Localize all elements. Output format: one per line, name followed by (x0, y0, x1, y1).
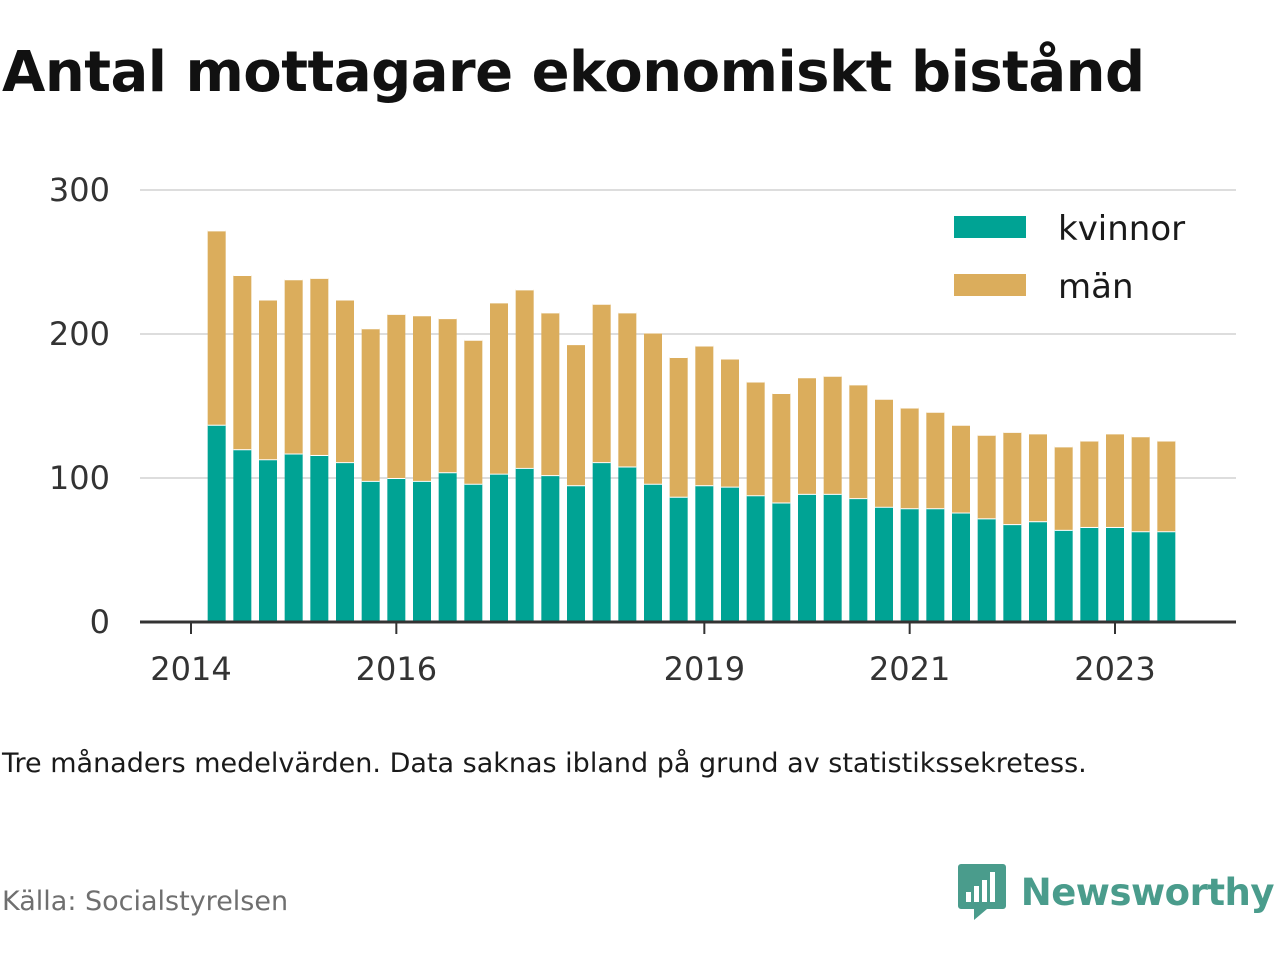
bar-kvinnor (695, 485, 714, 622)
bar-kvinnor (413, 480, 431, 622)
bar-kvinnor (515, 467, 534, 622)
newsworthy-logo-icon (957, 864, 1006, 920)
legend-swatch-man (954, 274, 1026, 296)
bar-man (361, 328, 380, 481)
legend-swatch-kvinnor (954, 216, 1026, 238)
bar-man (284, 279, 303, 454)
bar-kvinnor (259, 459, 277, 622)
bar-man (1080, 440, 1099, 527)
bar-man (926, 411, 945, 509)
bar-kvinnor (721, 486, 739, 622)
bar-kvinnor (618, 466, 637, 622)
bar-man (669, 357, 688, 497)
bar-man (721, 358, 739, 487)
bar-kvinnor (746, 495, 765, 622)
bar-kvinnor (567, 485, 585, 622)
bar-man (515, 289, 534, 468)
bar-kvinnor (977, 518, 996, 622)
x-tick-label: 2021 (869, 650, 950, 688)
bar-man (541, 312, 560, 476)
bar-kvinnor (541, 475, 560, 622)
x-tick-label: 2014 (150, 650, 231, 688)
bar-kvinnor (669, 496, 688, 622)
bar-kvinnor (1131, 531, 1150, 622)
bar-man (1131, 436, 1150, 532)
bar-kvinnor (875, 506, 893, 622)
bars (207, 229, 1176, 622)
bar-man (1003, 431, 1022, 525)
bar-kvinnor (1106, 526, 1124, 622)
source-credit: Källa: Socialstyrelsen (2, 886, 289, 917)
bar-kvinnor (823, 493, 842, 622)
bar-kvinnor (310, 454, 329, 622)
bar-man (1157, 440, 1176, 532)
bar-kvinnor (490, 473, 508, 622)
bar-man (310, 277, 329, 455)
chart-title: Antal mottagare ekonomiskt bistånd (2, 40, 1145, 105)
bar-kvinnor (926, 508, 945, 622)
bar-man (233, 274, 252, 450)
bar-man (464, 339, 483, 484)
stacked-bar-chart: 0 100 200 300 2014 2016 2019 2021 2023 kvinnor mä… (49, 171, 1236, 688)
bar-man (644, 332, 662, 484)
legend: kvinnor män (954, 209, 1185, 307)
bar-kvinnor (1157, 531, 1176, 622)
bar-kvinnor (361, 480, 380, 622)
y-tick-label: 300 (49, 171, 110, 209)
bar-kvinnor (849, 498, 868, 622)
x-tick-label: 2016 (356, 650, 437, 688)
bar-kvinnor (772, 502, 791, 622)
brand-logo: Newsworthy (957, 862, 1275, 922)
bar-kvinnor (438, 472, 457, 622)
brand-name: Newsworthy (1020, 870, 1275, 914)
bar-kvinnor (207, 424, 226, 622)
bar-man (413, 315, 431, 481)
bar-kvinnor (1080, 526, 1099, 622)
bar-man (438, 318, 457, 473)
legend-label-man: män (1058, 267, 1134, 307)
y-tick-label: 100 (49, 459, 110, 497)
bar-man (798, 377, 816, 494)
bar-man (1106, 433, 1124, 527)
bar-kvinnor (1003, 524, 1022, 622)
bar-man (567, 344, 585, 486)
bar-kvinnor (284, 453, 303, 622)
bar-man (336, 299, 354, 463)
bar-kvinnor (387, 478, 406, 622)
bar-man (900, 407, 919, 509)
bar-man (207, 230, 226, 425)
y-tick-label: 200 (49, 315, 110, 353)
bar-kvinnor (952, 512, 970, 622)
legend-label-kvinnor: kvinnor (1058, 209, 1185, 249)
bar-man (849, 384, 868, 499)
bar-man (695, 345, 714, 486)
bar-man (592, 303, 611, 463)
x-tick-label: 2019 (664, 650, 745, 688)
bar-kvinnor (644, 483, 662, 622)
y-tick-label: 0 (90, 603, 110, 641)
bar-kvinnor (336, 462, 354, 622)
bar-kvinnor (233, 449, 252, 622)
bar-man (1029, 433, 1047, 522)
axes: 0 100 200 300 2014 2016 2019 2021 2023 (49, 171, 1236, 688)
x-tick-label: 2023 (1074, 650, 1155, 688)
bar-man (746, 381, 765, 496)
chart-note: Tre månaders medelvärden. Data saknas ib… (2, 748, 1087, 779)
bar-kvinnor (900, 508, 919, 622)
bar-man (490, 302, 508, 474)
bar-kvinnor (464, 483, 483, 622)
bar-man (387, 313, 406, 478)
bar-man (823, 375, 842, 494)
bar-man (1054, 446, 1073, 530)
bar-man (772, 393, 791, 503)
bar-man (618, 312, 637, 467)
bar-man (977, 434, 996, 519)
bar-kvinnor (592, 462, 611, 622)
bar-kvinnor (798, 493, 816, 622)
bar-kvinnor (1054, 529, 1073, 622)
bar-kvinnor (1029, 521, 1047, 622)
bar-man (875, 398, 893, 507)
bar-man (259, 299, 277, 460)
bar-man (952, 424, 970, 513)
